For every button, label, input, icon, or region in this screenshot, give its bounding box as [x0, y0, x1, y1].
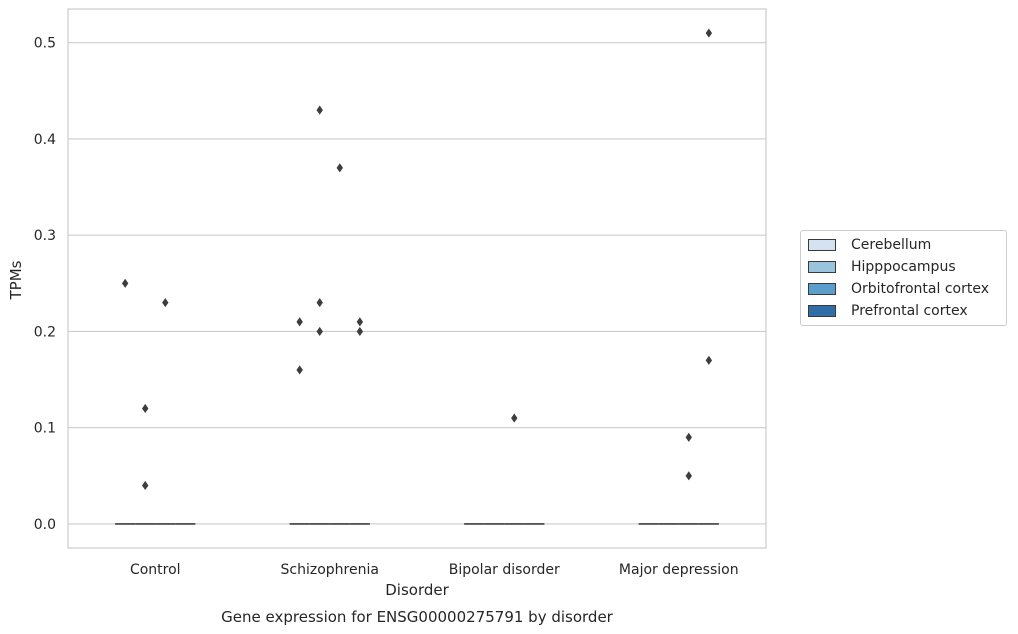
- outlier-point: [511, 413, 518, 423]
- y-tick-label: 0.2: [34, 324, 56, 340]
- plot-frame: [67, 8, 767, 549]
- outlier-point: [296, 365, 303, 375]
- legend-swatch-prefrontal: [808, 305, 836, 317]
- legend-item-hippocampus: Hipppocampus: [808, 259, 956, 275]
- outlier-point: [336, 163, 343, 173]
- outlier-point: [316, 297, 323, 308]
- outlier-point: [316, 326, 323, 337]
- legend-label-hippocampus: Hipppocampus: [851, 259, 956, 275]
- y-axis-label: TPMs: [7, 260, 25, 300]
- x-axis-label: Disorder: [385, 581, 449, 599]
- outlier-point: [356, 317, 364, 327]
- outlier-point: [705, 28, 713, 38]
- legend-label-orbitofrontal: Orbitofrontal cortex: [851, 281, 989, 297]
- legend-swatch-orbitofrontal: [808, 283, 836, 295]
- outlier-point: [121, 278, 129, 288]
- outlier-point: [142, 480, 149, 491]
- outlier-point: [316, 105, 323, 115]
- outlier-point: [685, 471, 692, 481]
- x-tick-label: Major depression: [619, 562, 739, 578]
- grid-lines: [68, 42, 766, 525]
- y-tick-label: 0.1: [34, 421, 56, 437]
- outlier-point: [142, 403, 149, 414]
- x-tick-label: Bipolar disorder: [449, 562, 560, 578]
- legend-label-cerebellum: Cerebellum: [851, 237, 932, 253]
- x-tick-labels: Control Schizophrenia Bipolar disorder Majo…: [130, 562, 739, 578]
- y-tick-label: 0.0: [34, 517, 56, 533]
- y-tick-labels: 0.0 0.1 0.2 0.3 0.4 0.5: [34, 36, 56, 533]
- y-tick-label: 0.3: [34, 228, 56, 244]
- outlier-point: [685, 432, 692, 442]
- legend-swatch-cerebellum: [808, 239, 836, 251]
- legend: Cerebellum Hipppocampus Orbitofrontal co…: [800, 230, 1007, 326]
- legend-label-prefrontal: Prefrontal cortex: [851, 303, 968, 319]
- legend-swatch-hippocampus: [808, 261, 836, 273]
- outlier-point: [296, 317, 303, 327]
- outlier-point: [705, 355, 713, 365]
- y-tick-label: 0.4: [34, 132, 56, 148]
- y-tick-label: 0.5: [34, 36, 56, 52]
- outlier-points: [121, 28, 713, 491]
- outlier-point: [356, 326, 364, 337]
- legend-item-cerebellum: Cerebellum: [808, 237, 931, 253]
- outlier-point: [162, 297, 169, 308]
- x-tick-label: Control: [130, 562, 181, 578]
- legend-item-prefrontal: Prefrontal cortex: [808, 303, 968, 319]
- chart-title: Gene expression for ENSG00000275791 by d…: [221, 608, 614, 626]
- legend-item-orbitofrontal: Orbitofrontal cortex: [808, 281, 989, 297]
- x-tick-label: Schizophrenia: [281, 562, 379, 578]
